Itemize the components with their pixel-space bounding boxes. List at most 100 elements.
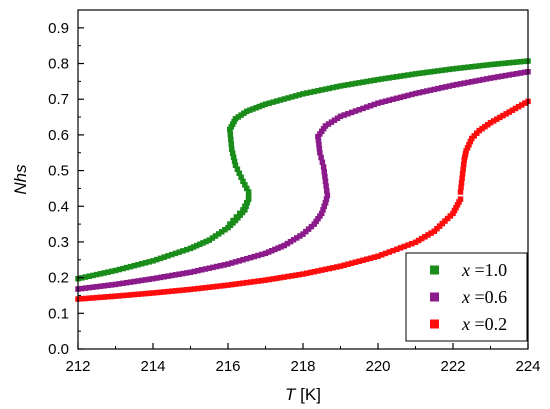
data-point xyxy=(229,281,235,288)
x-tick-label: 212 xyxy=(65,358,90,375)
data-point xyxy=(330,265,336,271)
y-tick-label: 0.1 xyxy=(48,305,69,322)
data-point xyxy=(506,109,512,115)
data-point xyxy=(352,80,359,87)
data-point xyxy=(446,66,452,73)
data-point xyxy=(322,178,329,185)
y-tick-label: 0.2 xyxy=(48,270,69,287)
data-point xyxy=(495,74,501,80)
data-point xyxy=(97,271,104,277)
data-point xyxy=(427,69,434,75)
data-point xyxy=(463,148,469,154)
data-point xyxy=(397,245,404,251)
data-point xyxy=(490,118,497,124)
y-tick-label: 0.4 xyxy=(48,198,69,215)
data-point xyxy=(245,196,252,202)
data-point xyxy=(409,240,415,247)
data-point xyxy=(120,280,126,287)
data-point xyxy=(97,294,104,301)
data-point xyxy=(120,265,126,272)
data-point xyxy=(135,261,141,268)
data-point xyxy=(390,96,396,103)
data-point xyxy=(509,107,516,114)
data-point xyxy=(319,87,325,93)
data-point xyxy=(487,61,494,68)
data-point xyxy=(510,71,516,78)
data-point xyxy=(300,231,306,237)
data-point xyxy=(457,196,464,202)
data-point xyxy=(382,98,389,104)
data-point xyxy=(324,188,330,194)
data-point xyxy=(356,258,362,264)
data-point xyxy=(112,281,119,288)
data-point xyxy=(322,173,328,180)
data-point xyxy=(401,243,407,250)
data-point xyxy=(266,276,272,283)
data-point xyxy=(457,189,464,195)
data-point xyxy=(222,227,228,233)
data-point xyxy=(324,192,331,199)
data-point xyxy=(227,221,233,227)
data-point xyxy=(232,116,239,122)
data-point xyxy=(94,283,100,290)
data-point xyxy=(86,273,92,279)
data-point xyxy=(146,259,152,265)
data-point xyxy=(94,271,100,278)
data-point xyxy=(439,67,445,74)
data-point xyxy=(349,260,355,266)
data-point xyxy=(278,244,284,250)
data-point xyxy=(386,97,392,103)
data-point xyxy=(300,271,306,277)
data-point xyxy=(210,264,216,271)
data-point xyxy=(420,70,426,76)
data-point xyxy=(127,292,134,298)
data-point xyxy=(337,83,344,89)
data-point xyxy=(244,199,250,206)
data-point xyxy=(311,88,317,95)
y-tick-label: 0.6 xyxy=(48,127,69,144)
data-point xyxy=(161,274,167,280)
data-point xyxy=(262,250,269,257)
data-point xyxy=(345,261,351,267)
data-point xyxy=(240,280,246,286)
data-point xyxy=(281,96,287,102)
series-group xyxy=(75,68,531,292)
data-point xyxy=(497,114,503,121)
data-point xyxy=(247,107,253,113)
data-point xyxy=(431,68,437,75)
data-point xyxy=(360,257,366,263)
data-point xyxy=(491,61,497,67)
data-point xyxy=(259,251,265,258)
y-tick-label: 0.7 xyxy=(48,91,69,108)
data-point xyxy=(506,72,512,78)
data-point xyxy=(416,89,422,96)
data-point xyxy=(394,73,400,80)
data-point xyxy=(116,293,122,299)
data-point xyxy=(464,145,471,151)
data-point xyxy=(250,106,256,112)
data-point xyxy=(491,74,497,81)
x-tick-label: 222 xyxy=(440,358,465,375)
data-point xyxy=(124,292,130,298)
legend-label-value: =1.0 xyxy=(470,260,507,280)
data-point xyxy=(176,271,182,277)
data-point xyxy=(412,71,419,77)
data-point xyxy=(206,237,212,243)
data-point xyxy=(514,70,520,77)
data-point xyxy=(422,234,428,240)
data-point xyxy=(285,273,291,280)
series-group xyxy=(75,58,531,282)
data-point xyxy=(334,115,341,122)
y-axis-title: Nhs xyxy=(11,164,30,195)
legend-label: x =0.6 xyxy=(461,287,507,307)
data-point xyxy=(465,64,471,70)
data-point xyxy=(244,108,250,115)
data-point xyxy=(262,277,269,283)
data-point xyxy=(379,99,385,105)
data-point xyxy=(457,65,464,71)
data-point xyxy=(142,260,149,266)
data-point xyxy=(124,279,130,286)
data-point xyxy=(169,251,175,258)
data-point xyxy=(386,75,392,81)
y-tick-label: 0.0 xyxy=(48,341,69,358)
